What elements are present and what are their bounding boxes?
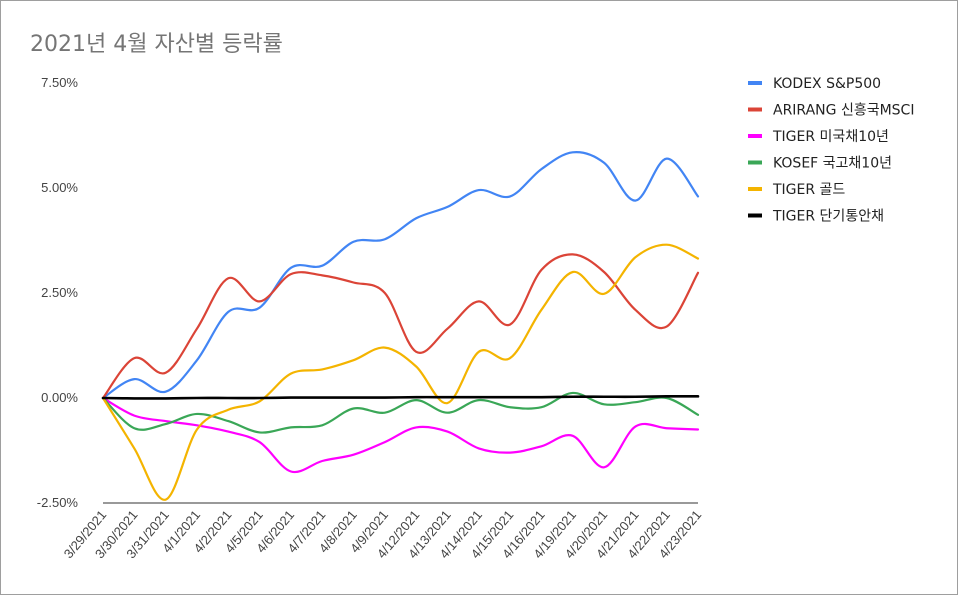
legend: KODEX S&P500 ARIRANG 신흥국MSCI TIGER 미국채10년 K…: [748, 76, 914, 225]
y-tick-label: -2.50%: [37, 495, 79, 510]
legend-label: TIGER 미국채10년: [772, 129, 889, 145]
series-line-1: [101, 151, 700, 400]
legend-label: TIGER 골드: [772, 182, 845, 198]
y-axis: 7.50% 5.00% 2.50% 0.00% -2.50%: [37, 75, 79, 510]
series-line-6: [101, 394, 700, 400]
y-tick-label: 2.50%: [41, 285, 78, 300]
y-tick-label: 0.00%: [41, 390, 78, 405]
legend-label: ARIRANG 신흥국MSCI: [773, 103, 914, 119]
y-tick-label: 5.00%: [41, 180, 78, 195]
series-line-2: [101, 253, 700, 400]
series-line-5: [101, 243, 700, 501]
x-axis: 3/29/20213/30/20213/31/20214/1/20214/2/2…: [61, 502, 704, 561]
y-tick-label: 7.50%: [41, 75, 78, 90]
chart-title: 2021년 4월 자산별 등락률: [30, 32, 283, 57]
series-lines: [101, 151, 700, 501]
legend-label: KODEX S&P500: [773, 76, 881, 92]
legend-label: TIGER 단기통안채: [772, 209, 884, 225]
series-line-4: [101, 391, 700, 434]
series-line-3: [101, 396, 700, 474]
legend-label: KOSEF 국고채10년: [773, 156, 892, 172]
